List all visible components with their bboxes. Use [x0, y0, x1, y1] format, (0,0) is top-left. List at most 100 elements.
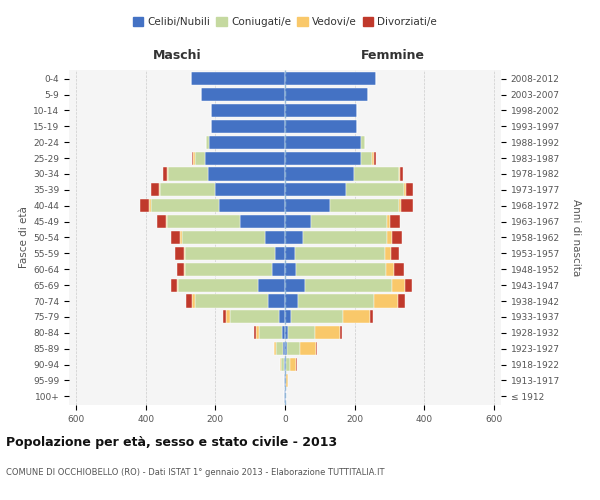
Bar: [316, 342, 317, 355]
Bar: [223, 310, 226, 324]
Bar: [208, 168, 285, 180]
Bar: [226, 310, 230, 324]
Bar: [392, 231, 402, 244]
Bar: [287, 342, 300, 355]
Bar: [205, 152, 285, 164]
Bar: [172, 278, 176, 291]
Bar: [157, 215, 166, 228]
Bar: [285, 88, 368, 101]
Bar: [311, 215, 387, 228]
Bar: [268, 294, 285, 308]
Bar: [151, 184, 158, 196]
Text: Popolazione per età, sesso e stato civile - 2013: Popolazione per età, sesso e stato civil…: [6, 436, 337, 449]
Bar: [387, 215, 390, 228]
Bar: [392, 278, 405, 291]
Bar: [140, 199, 149, 212]
Bar: [405, 278, 412, 291]
Bar: [291, 310, 343, 324]
Bar: [168, 168, 208, 180]
Bar: [285, 231, 303, 244]
Bar: [390, 215, 400, 228]
Bar: [398, 168, 400, 180]
Bar: [285, 72, 376, 85]
Bar: [187, 294, 191, 308]
Bar: [209, 136, 285, 148]
Legend: Celibi/Nubili, Coniugati/e, Vedovi/e, Divorziati/e: Celibi/Nubili, Coniugati/e, Vedovi/e, Di…: [128, 12, 442, 31]
Bar: [386, 262, 394, 276]
Y-axis label: Anni di nascita: Anni di nascita: [571, 199, 581, 276]
Bar: [240, 215, 285, 228]
Bar: [285, 247, 295, 260]
Bar: [404, 184, 406, 196]
Bar: [285, 184, 346, 196]
Bar: [275, 247, 285, 260]
Bar: [191, 294, 195, 308]
Bar: [361, 136, 365, 148]
Bar: [296, 262, 386, 276]
Bar: [285, 326, 288, 340]
Bar: [219, 199, 285, 212]
Y-axis label: Fasce di età: Fasce di età: [19, 206, 29, 268]
Bar: [285, 104, 358, 117]
Bar: [149, 199, 151, 212]
Bar: [265, 231, 285, 244]
Bar: [388, 231, 392, 244]
Bar: [211, 120, 285, 133]
Bar: [280, 358, 281, 371]
Bar: [285, 120, 358, 133]
Bar: [176, 278, 178, 291]
Bar: [285, 358, 286, 371]
Bar: [285, 294, 298, 308]
Bar: [399, 199, 401, 212]
Bar: [185, 262, 272, 276]
Bar: [284, 390, 285, 403]
Bar: [374, 152, 376, 164]
Bar: [279, 310, 285, 324]
Bar: [211, 104, 285, 117]
Bar: [272, 262, 285, 276]
Bar: [343, 310, 370, 324]
Bar: [285, 342, 287, 355]
Bar: [191, 72, 285, 85]
Bar: [285, 310, 291, 324]
Bar: [391, 247, 399, 260]
Bar: [300, 342, 316, 355]
Bar: [167, 215, 240, 228]
Bar: [354, 168, 398, 180]
Bar: [285, 390, 286, 403]
Bar: [151, 199, 219, 212]
Bar: [258, 278, 285, 291]
Bar: [259, 326, 282, 340]
Bar: [285, 152, 361, 164]
Bar: [401, 199, 413, 212]
Bar: [202, 88, 285, 101]
Bar: [285, 215, 311, 228]
Bar: [285, 278, 305, 291]
Bar: [254, 326, 256, 340]
Bar: [284, 374, 285, 387]
Bar: [172, 231, 180, 244]
Bar: [285, 199, 330, 212]
Bar: [303, 231, 388, 244]
Bar: [182, 231, 265, 244]
Bar: [185, 247, 275, 260]
Bar: [374, 294, 398, 308]
Bar: [275, 342, 283, 355]
Bar: [283, 342, 285, 355]
Bar: [191, 152, 193, 164]
Bar: [394, 262, 404, 276]
Bar: [361, 152, 373, 164]
Bar: [400, 168, 403, 180]
Bar: [285, 262, 296, 276]
Bar: [230, 310, 279, 324]
Bar: [385, 247, 391, 260]
Bar: [195, 152, 205, 164]
Bar: [290, 358, 296, 371]
Bar: [160, 184, 215, 196]
Bar: [281, 358, 284, 371]
Bar: [296, 358, 297, 371]
Bar: [406, 184, 413, 196]
Bar: [315, 326, 340, 340]
Bar: [167, 168, 168, 180]
Bar: [163, 168, 167, 180]
